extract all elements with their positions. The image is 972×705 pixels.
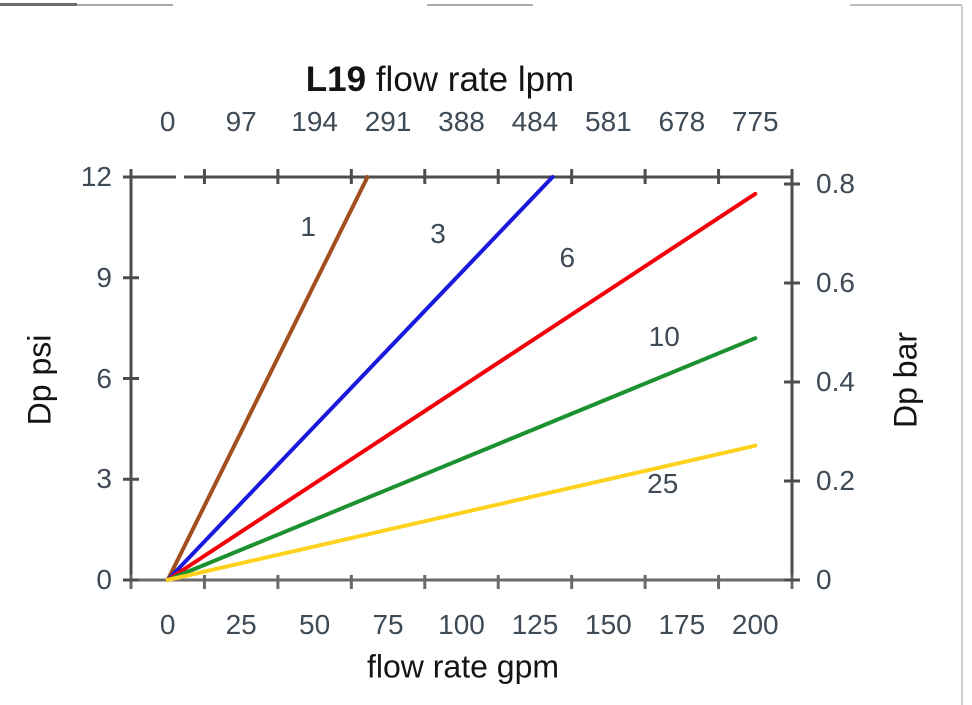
- tick-label: 12: [80, 161, 112, 192]
- curve-label-25: 25: [647, 468, 679, 500]
- tick-label: 0: [159, 106, 176, 137]
- window-edge-artifact-top-right: [850, 4, 962, 6]
- tick-label: 0: [159, 609, 176, 640]
- series-line-10: [165, 336, 758, 582]
- tick-label: 175: [658, 609, 706, 640]
- tick-label: 678: [658, 106, 706, 137]
- tick-label: 775: [731, 106, 779, 137]
- tick-label: 581: [585, 106, 632, 137]
- curve-label-10: 10: [648, 320, 680, 352]
- window-edge-artifact-top-dark: [0, 3, 77, 6]
- tick-label: 484: [511, 106, 559, 137]
- tick-label: 0.4: [816, 366, 855, 397]
- tick-label: 100: [438, 609, 485, 640]
- tick-label: 9: [96, 261, 112, 293]
- window-edge-artifact-top-mid: [427, 4, 533, 6]
- tick-label: 0.8: [816, 168, 855, 199]
- left-axis-title: Dp psi: [21, 334, 58, 426]
- tick-label: 25: [225, 609, 257, 640]
- series-line-25: [165, 443, 758, 582]
- bottom-axis-title: flow rate gpm: [366, 648, 560, 685]
- window-edge-artifact-right: [961, 6, 963, 705]
- curve-label-3: 3: [430, 218, 446, 250]
- window-edge-artifact-top-light: [77, 4, 173, 6]
- tick-label: 75: [372, 609, 404, 640]
- series-line-6: [165, 191, 758, 582]
- tick-label: 0: [96, 564, 112, 595]
- curve-label-1: 1: [300, 211, 316, 243]
- chart-title: L19 flow rate lpm: [140, 60, 740, 100]
- tick-label: 0.6: [816, 267, 855, 298]
- tick-label: 125: [511, 609, 559, 640]
- tick-label: 291: [364, 106, 412, 137]
- tick-label: 50: [299, 609, 331, 640]
- tick-label: 388: [438, 106, 485, 137]
- chart-title-model: L19: [305, 60, 367, 99]
- tick-label: 3: [96, 463, 112, 495]
- chart-title-units: flow rate lpm: [366, 60, 575, 99]
- tick-label: 200: [731, 609, 779, 640]
- right-axis-title: Dp bar: [887, 331, 924, 429]
- series-line-1: [165, 175, 370, 582]
- tick-label: 150: [585, 609, 632, 640]
- tick-label: 194: [291, 106, 338, 137]
- curve-label-6: 6: [559, 241, 576, 273]
- tick-label: 0: [816, 564, 832, 595]
- tick-label: 6: [96, 362, 112, 394]
- series-line-3: [165, 175, 555, 582]
- tick-label: 0.2: [816, 465, 855, 496]
- tick-label: 97: [225, 106, 257, 137]
